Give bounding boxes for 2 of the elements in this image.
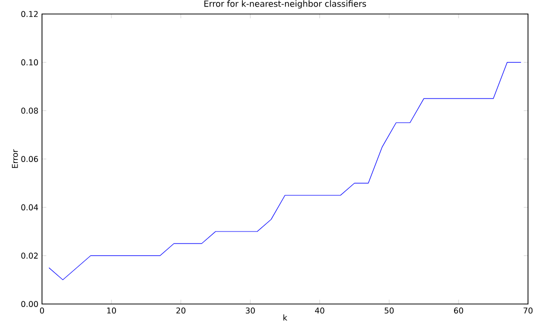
line-series	[48, 62, 522, 280]
chart-title: Error for k-nearest-neighbor classifiers	[204, 0, 366, 9]
